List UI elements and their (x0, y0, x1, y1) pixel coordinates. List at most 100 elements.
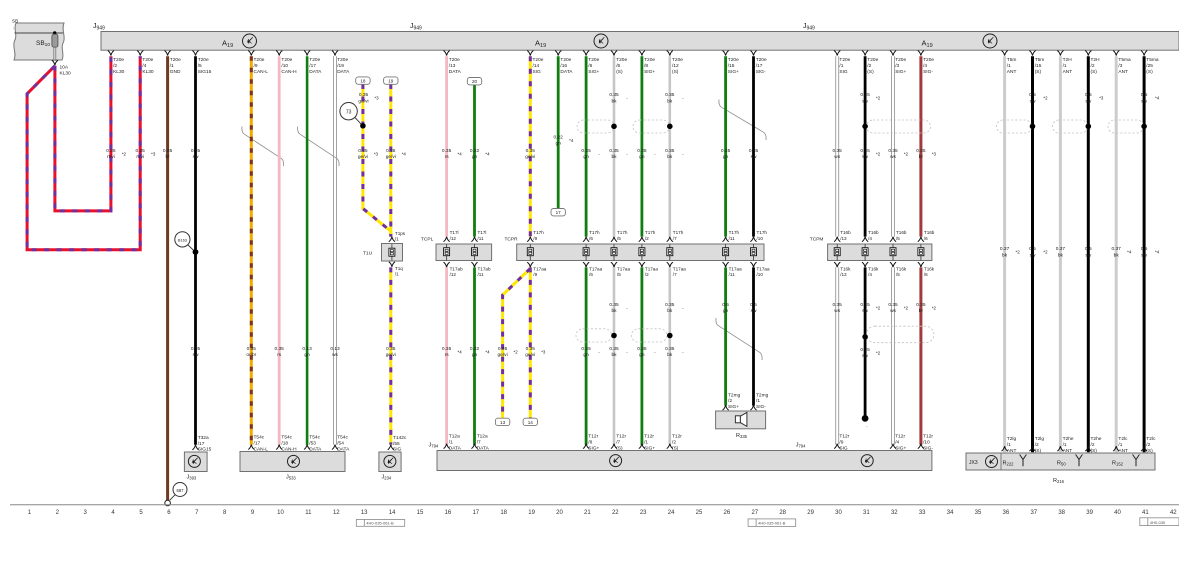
svg-text:(S): (S) (1091, 69, 1098, 75)
svg-text:/2: /2 (1146, 442, 1150, 448)
svg-text:K: K (192, 459, 197, 466)
svg-text:T20e: T20e (644, 57, 655, 63)
svg-text:-: - (598, 151, 600, 156)
svg-text:/10: /10 (923, 440, 930, 446)
svg-text:CAN-L: CAN-L (254, 446, 269, 452)
svg-text:10A: 10A (60, 65, 69, 71)
svg-text:T17aa: T17aa (533, 266, 546, 271)
svg-text:-: - (654, 349, 656, 354)
svg-text:0.5: 0.5 (1085, 92, 1092, 98)
svg-text:SIG: SIG (393, 447, 402, 453)
svg-text:30: 30 (835, 510, 842, 516)
svg-text:14: 14 (389, 510, 396, 516)
svg-text:DATA: DATA (477, 445, 490, 451)
svg-text:-: - (654, 151, 656, 156)
svg-text:ge/vi: ge/vi (358, 98, 368, 104)
svg-text:/17: /17 (756, 63, 763, 69)
svg-text:/13: /13 (449, 63, 456, 69)
svg-text:/12: /12 (450, 236, 457, 241)
svg-text:/9: /9 (839, 440, 843, 446)
svg-text:sw: sw (751, 155, 757, 160)
svg-text:/8: /8 (588, 440, 592, 446)
svg-text:T12a: T12a (477, 434, 488, 440)
svg-text:/53: /53 (309, 441, 316, 447)
svg-text:11: 11 (305, 510, 312, 516)
svg-text:/15: /15 (728, 63, 735, 69)
svg-text:T20e: T20e (309, 57, 320, 63)
svg-text:T17h: T17h (589, 230, 600, 235)
svg-text:/1: /1 (1063, 63, 1067, 69)
svg-text:32: 32 (891, 510, 898, 516)
svg-text:bk: bk (611, 308, 617, 314)
svg-text:/11: /11 (729, 236, 735, 241)
svg-text:2: 2 (56, 510, 60, 516)
svg-text:/15: /15 (1035, 63, 1042, 69)
svg-text:T20e: T20e (616, 57, 627, 63)
svg-text:0.37: 0.37 (1112, 246, 1122, 252)
svg-text:T20e: T20e (728, 57, 739, 63)
svg-text:21: 21 (584, 510, 591, 516)
svg-text:26: 26 (724, 510, 731, 516)
svg-text:T17aa: T17aa (673, 266, 686, 271)
svg-text:T20e: T20e (672, 57, 683, 63)
svg-text:/3: /3 (895, 63, 899, 69)
svg-text:0.35: 0.35 (665, 302, 675, 308)
svg-text:J794: J794 (796, 442, 806, 448)
svg-text:/1: /1 (170, 63, 174, 69)
svg-text:gn: gn (639, 353, 645, 358)
svg-text:36: 36 (1003, 510, 1010, 516)
svg-text:3: 3 (84, 510, 88, 516)
svg-text:ANT: ANT (1063, 448, 1073, 454)
svg-text:41: 41 (1142, 510, 1149, 516)
svg-text:T16k: T16k (896, 266, 907, 271)
svg-text:K: K (248, 39, 253, 46)
svg-text:0.5: 0.5 (722, 302, 729, 308)
svg-text:ws: ws (834, 309, 840, 314)
svg-text:0.35: 0.35 (442, 148, 452, 154)
svg-text:38: 38 (1058, 510, 1065, 516)
svg-text:T12r: T12r (672, 434, 682, 440)
svg-text:sw: sw (1141, 99, 1147, 104)
svg-text:SIG-: SIG- (923, 69, 933, 75)
svg-text:T20e: T20e (867, 57, 878, 63)
svg-text:gn: gn (723, 309, 729, 314)
svg-text:/2: /2 (1091, 442, 1095, 448)
svg-text:0.35: 0.35 (749, 148, 759, 154)
svg-text:sw: sw (1085, 253, 1091, 258)
svg-text:0.35: 0.35 (721, 148, 731, 154)
svg-text:K: K (865, 458, 870, 465)
svg-text:K: K (292, 459, 297, 466)
svg-text:bk: bk (611, 352, 617, 358)
svg-text:T5m: T5m (1007, 57, 1017, 63)
svg-text:gn: gn (639, 155, 645, 160)
svg-text:(S): (S) (672, 445, 679, 451)
svg-text:24: 24 (668, 510, 675, 516)
svg-text:T54c: T54c (254, 435, 265, 441)
svg-text:/11: /11 (478, 236, 484, 241)
svg-text:0.35: 0.35 (637, 148, 647, 154)
svg-text:/6: /6 (589, 236, 593, 241)
svg-text:T17l: T17l (450, 230, 459, 235)
svg-text:T20e: T20e (142, 57, 153, 63)
svg-text:/12: /12 (672, 63, 679, 69)
svg-text:sw: sw (193, 353, 199, 358)
svg-text:T54c: T54c (309, 435, 320, 441)
svg-text:0.35: 0.35 (916, 148, 926, 154)
svg-text:0.37: 0.37 (1056, 246, 1066, 252)
svg-text:J234: J234 (382, 475, 392, 481)
svg-text:25: 25 (696, 510, 703, 516)
svg-text:SIG: SIG (533, 69, 542, 75)
svg-text:42: 42 (1170, 510, 1177, 516)
svg-text:/4: /4 (895, 440, 899, 446)
svg-text:0.35: 0.35 (609, 302, 619, 308)
svg-text:J533: J533 (286, 475, 296, 481)
svg-text:DATA: DATA (449, 445, 462, 451)
svg-text:*3: *3 (541, 349, 546, 354)
svg-text:0.35: 0.35 (860, 302, 870, 308)
svg-text:gn: gn (723, 155, 729, 160)
svg-text:0.22: 0.22 (554, 135, 564, 141)
svg-text:*2: *2 (876, 305, 881, 310)
svg-text:rt/vi: rt/vi (107, 154, 115, 160)
svg-text:-: - (626, 349, 628, 354)
svg-text:*2: *2 (876, 96, 881, 101)
